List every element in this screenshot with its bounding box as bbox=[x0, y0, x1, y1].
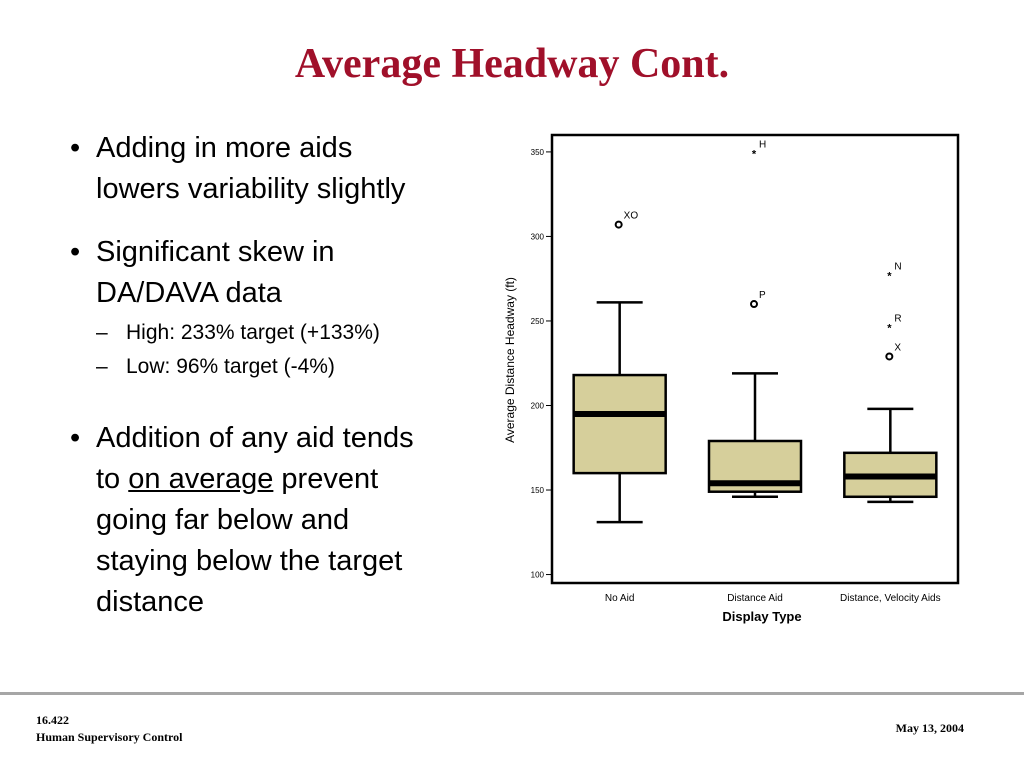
y-tick-label: 300 bbox=[531, 232, 545, 241]
bullet-1-line-2: lowers variability slightly bbox=[96, 173, 406, 205]
sub-bullet-high-text: High: 233% target (+133%) bbox=[126, 321, 380, 344]
bullet-3: • Addition of any aid tends to on averag… bbox=[62, 418, 482, 623]
outlier-label: H bbox=[759, 140, 766, 151]
bullet-2-line-1: Significant skew in bbox=[96, 236, 335, 268]
sub-bullet-low: – Low: 96% target (-4%) bbox=[62, 350, 482, 384]
y-tick-label: 250 bbox=[531, 317, 545, 326]
bullet-2-line-2: DA/DAVA data bbox=[96, 277, 282, 309]
outlier-marker-star: * bbox=[887, 323, 892, 335]
outlier-marker-star: * bbox=[752, 149, 757, 161]
bullet-3-line-2: to on average prevent bbox=[96, 459, 482, 500]
outlier-marker-circle bbox=[614, 220, 623, 229]
bullet-3-line-5: distance bbox=[96, 586, 205, 618]
outlier-label: XO bbox=[624, 211, 639, 222]
y-tick-label: 200 bbox=[531, 401, 545, 410]
bullet-1: • Adding in more aids lowers variability… bbox=[62, 128, 482, 210]
sub-bullet-high: – High: 233% target (+133%) bbox=[62, 316, 482, 350]
bullet-3-line-2-post: prevent bbox=[273, 463, 379, 495]
outlier-label: R bbox=[894, 314, 901, 325]
sub-bullet-dash: – bbox=[96, 355, 108, 378]
footer-divider bbox=[0, 692, 1024, 695]
course-name: Human Supervisory Control bbox=[36, 730, 183, 744]
x-tick-label: Distance Aid bbox=[727, 593, 783, 604]
x-tick-label: No Aid bbox=[605, 593, 634, 604]
outlier-marker-star: * bbox=[887, 270, 892, 282]
bullet-2: • Significant skew in DA/DAVA data bbox=[62, 232, 482, 314]
slide-title: Average Headway Cont. bbox=[294, 41, 730, 87]
bullet-dot: • bbox=[70, 422, 81, 454]
y-axis-label: Average Distance Headway (ft) bbox=[503, 277, 517, 443]
x-tick-label: Distance, Velocity Aids bbox=[840, 593, 941, 604]
box bbox=[572, 373, 667, 475]
box-series: XO*HP*N*RX bbox=[572, 140, 938, 524]
outlier-marker-circle bbox=[750, 300, 758, 309]
y-axis-ticks: 100 150 200 250 300 350 bbox=[531, 148, 552, 580]
bullet-3-line-1: Addition of any aid tends bbox=[96, 422, 414, 454]
outlier-label: N bbox=[894, 261, 901, 272]
sub-bullet-low-text: Low: 96% target (-4%) bbox=[126, 355, 335, 378]
bullet-1-line-1: Adding in more aids bbox=[96, 132, 353, 164]
underlined-phrase: on average bbox=[128, 463, 274, 495]
footer-date: May 13, 2004 bbox=[895, 721, 964, 735]
bullet-3-line-4: staying below the target bbox=[96, 545, 403, 577]
outlier-label: X bbox=[894, 342, 901, 353]
plot-frame bbox=[550, 133, 960, 585]
course-number: 16.422 bbox=[36, 713, 69, 727]
y-tick-label: 350 bbox=[531, 148, 545, 157]
footer-course: 16.422 Human Supervisory Control bbox=[36, 712, 182, 746]
sub-bullet-dash: – bbox=[96, 321, 108, 344]
bullet-dot: • bbox=[70, 236, 81, 268]
bullet-list: • Adding in more aids lowers variability… bbox=[62, 128, 482, 623]
outlier-label: P bbox=[759, 290, 766, 301]
x-axis-labels: No Aid Distance Aid Distance, Velocity Aid… bbox=[605, 593, 941, 604]
x-axis-label: Display Type bbox=[722, 609, 801, 624]
bullet-3-line-2-pre: to bbox=[96, 463, 129, 495]
y-tick-label: 100 bbox=[531, 571, 545, 580]
bullet-dot: • bbox=[70, 132, 81, 164]
outlier-marker-circle bbox=[885, 352, 894, 361]
y-tick-label: 150 bbox=[531, 486, 545, 495]
bullet-3-line-3: going far below and bbox=[96, 504, 350, 536]
